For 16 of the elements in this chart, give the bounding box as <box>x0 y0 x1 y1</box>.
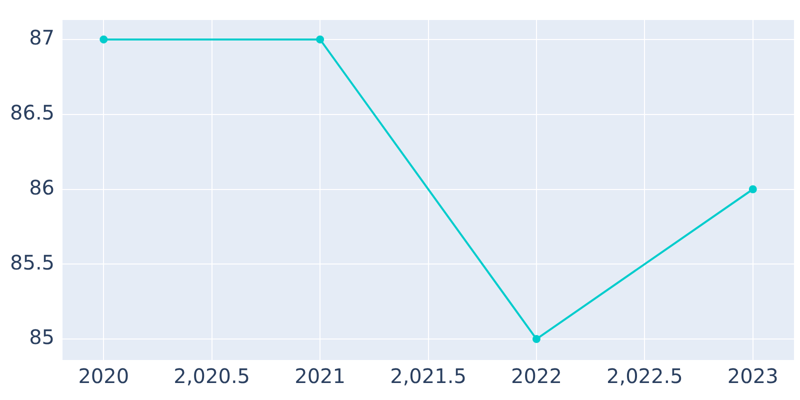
point <box>532 335 540 344</box>
point <box>100 35 108 44</box>
x-tick-label: 2020 <box>78 364 130 388</box>
x-tick-label: 2023 <box>727 364 778 388</box>
x-tick-label: 2021 <box>294 364 346 388</box>
y-tick-label: 87 <box>29 26 55 50</box>
x-tick-label: 2,020.5 <box>174 364 250 388</box>
y-tick-label: 85.5 <box>10 250 55 274</box>
y-tick-label: 86 <box>29 175 55 200</box>
x-tick-label: 2,022.5 <box>606 364 683 388</box>
y-tick-label: 85 <box>29 325 55 350</box>
point <box>748 185 757 194</box>
point <box>316 35 324 44</box>
y-tick-label: 86.5 <box>10 100 55 125</box>
x-tick-label: 2,021.5 <box>390 364 466 388</box>
x-tick-label: 2022 <box>511 364 562 388</box>
